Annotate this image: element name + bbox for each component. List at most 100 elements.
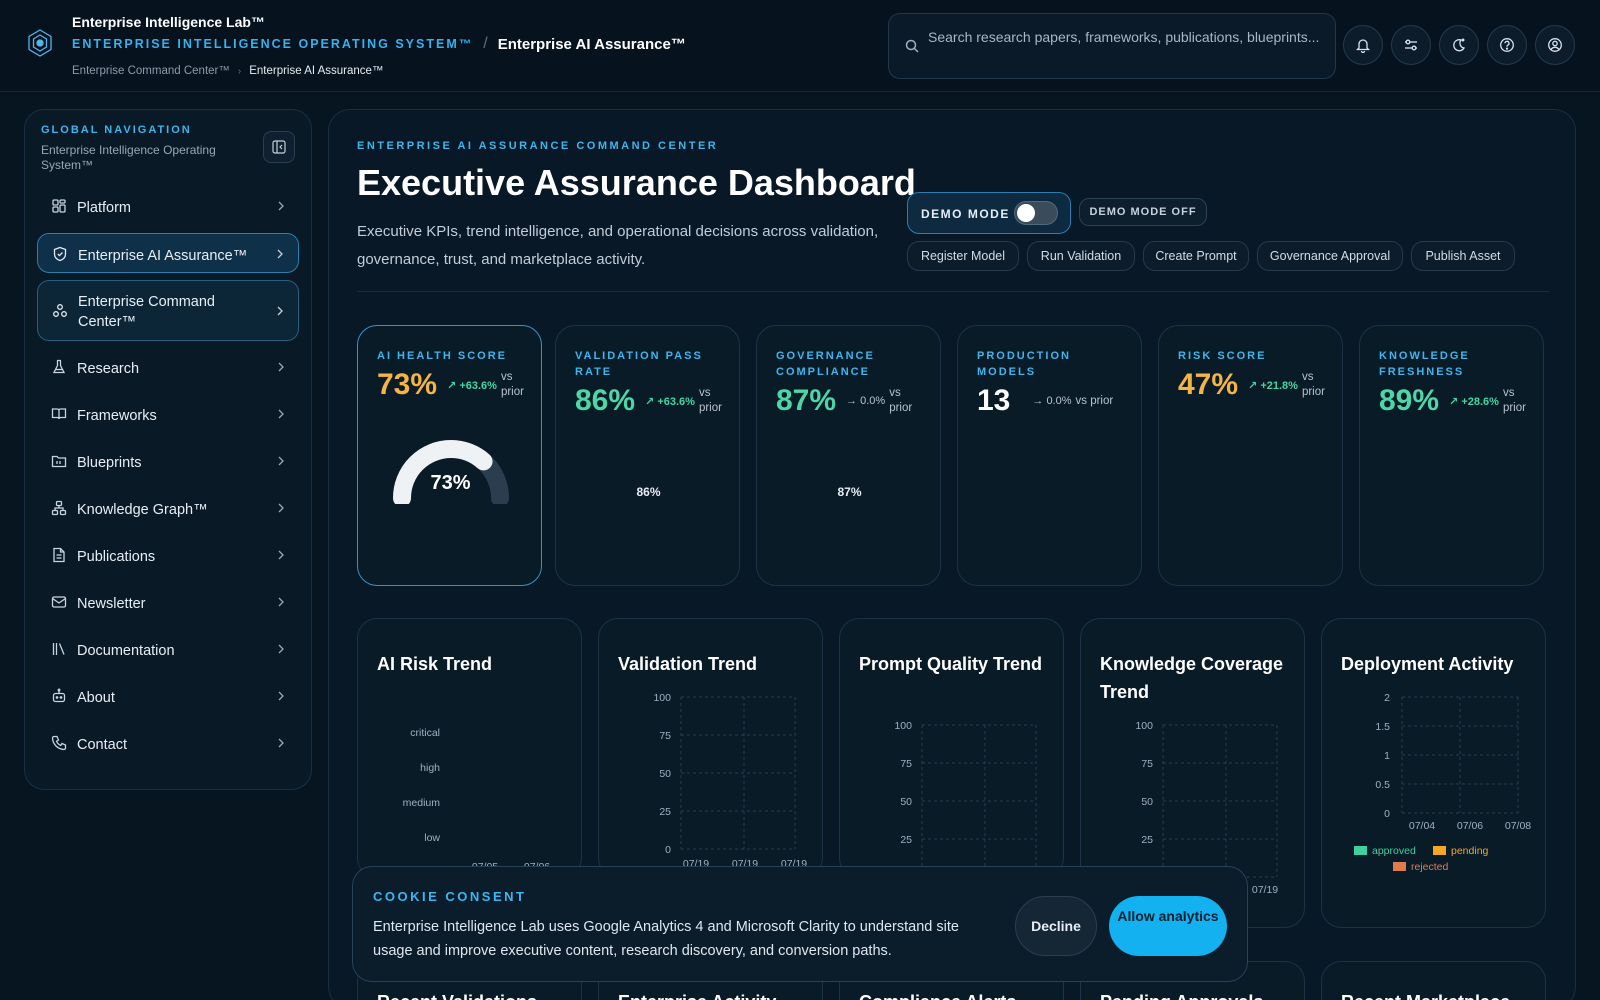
- kpi-card-production-models[interactable]: PRODUCTION MODELS 13 → 0.0% vs prior: [957, 325, 1142, 586]
- sidebar-item-publications[interactable]: Publications: [37, 535, 299, 575]
- prompt-quality-trend-chart: 100 75 50 25: [894, 720, 1037, 879]
- chart-grid: [680, 696, 796, 850]
- y-tick-label: critical: [410, 727, 440, 739]
- chart-title: Deployment Activity: [1341, 654, 1514, 674]
- kpi-label: PRODUCTION MODELS: [977, 350, 1071, 378]
- chevron-right-icon: [278, 550, 284, 560]
- chart-card-validation-trend: Validation Trend 100 75 50 25 0 07/19 07…: [598, 618, 823, 878]
- sidebar-item-label: Newsletter: [77, 596, 146, 612]
- kpi-value-row: 13 → 0.0% vs prior: [977, 384, 1166, 418]
- sidebar-item-enterprise-command-center[interactable]: Enterprise Command Center™: [37, 280, 299, 341]
- sidebar-item-knowledge-graph[interactable]: Knowledge Graph™: [37, 488, 299, 528]
- chart-title: Prompt Quality Trend: [859, 654, 1043, 674]
- chart-card-ai-risk-trend: AI Risk Trend critical high medium low 0…: [357, 618, 582, 878]
- sidebar-item-documentation[interactable]: Documentation: [37, 629, 299, 669]
- kpi-label: KNOWLEDGE FRESHNESS: [1379, 350, 1470, 378]
- brand-name[interactable]: Enterprise Intelligence Lab™: [72, 14, 265, 30]
- ai-risk-trend-chart: critical high medium low 07/05 07/06: [403, 727, 551, 869]
- chevron-right-icon: ›: [237, 65, 242, 77]
- kpi-card-validation-pass-rate[interactable]: VALIDATION PASS RATE 86% ↗ +63.6% vs pri…: [555, 325, 740, 586]
- os-name[interactable]: ENTERPRISE INTELLIGENCE OPERATING SYSTEM…: [72, 37, 474, 51]
- publish-asset-button[interactable]: Publish Asset: [1411, 241, 1515, 271]
- collapse-sidebar-button[interactable]: [263, 131, 295, 163]
- document-icon: [53, 547, 65, 563]
- kpi-card-ai-health-score[interactable]: AI HEALTH SCORE 73% ↗ +63.6% vs prior 73…: [357, 325, 542, 586]
- chevron-right-icon: [278, 503, 284, 513]
- sidebar-item-label: Contact: [77, 737, 127, 753]
- card-recent-marketplace: Recent Marketplace: [1321, 961, 1546, 1000]
- switch-knob: [1017, 204, 1035, 222]
- page-title: Executive Assurance Dashboard: [357, 162, 916, 203]
- card-title: Pending Approvals: [1100, 992, 1263, 1000]
- sidebar-subtitle: Enterprise Intelligence Operating System…: [41, 143, 216, 172]
- kpi-delta-value: +63.6%: [459, 379, 497, 392]
- legend-label: approved: [1372, 845, 1416, 857]
- y-tick-label: 0.5: [1375, 779, 1390, 791]
- kpi-label: GOVERNANCE COMPLIANCE: [776, 350, 875, 378]
- y-tick-label: 25: [659, 806, 671, 818]
- kpi-value-row: 47% ↗ +21.8% vs prior: [1178, 368, 1332, 402]
- kpi-comparison: vs prior: [698, 387, 722, 414]
- sidebar-item-research[interactable]: Research: [37, 347, 299, 387]
- y-tick-label: 2: [1384, 692, 1390, 704]
- graph-icon: [51, 500, 67, 516]
- sidebar-title: GLOBAL NAVIGATION: [41, 124, 192, 136]
- sidebar-item-enterprise-ai-assurance[interactable]: Enterprise AI Assurance™: [37, 233, 299, 273]
- chart-card-deployment-activity: Deployment Activity 2 1.5 1 0.5 0 07/04 …: [1321, 618, 1546, 928]
- kpi-delta: ↗ +63.6%: [447, 379, 497, 392]
- search-input[interactable]: Search research papers, frameworks, publ…: [928, 29, 1320, 45]
- sidebar-item-label: Frameworks: [77, 408, 157, 424]
- sidebar-item-about[interactable]: About: [37, 676, 299, 716]
- library-icon: [52, 643, 65, 655]
- search-box[interactable]: Search research papers, frameworks, publ…: [888, 13, 1336, 79]
- y-tick-label: 0: [665, 844, 671, 856]
- decline-button[interactable]: Decline: [1015, 896, 1097, 956]
- sidebar-item-label: Publications: [77, 549, 156, 565]
- sidebar-item-frameworks[interactable]: Frameworks: [37, 394, 299, 434]
- shield-icon: [53, 246, 67, 262]
- create-prompt-button[interactable]: Create Prompt: [1143, 241, 1249, 271]
- run-validation-button[interactable]: Run Validation: [1027, 241, 1135, 271]
- sidebar-item-contact[interactable]: Contact: [37, 723, 299, 763]
- breadcrumb-item-command-center[interactable]: Enterprise Command Center™: [72, 65, 230, 77]
- current-page-title: Enterprise AI Assurance™: [497, 35, 686, 53]
- chevron-right-icon: [278, 691, 284, 701]
- account-button[interactable]: [1535, 25, 1575, 65]
- settings-button[interactable]: [1391, 25, 1431, 65]
- demo-mode-switch[interactable]: [1014, 201, 1058, 225]
- kpi-delta-value: +21.8%: [1260, 379, 1298, 392]
- demo-mode-toggle[interactable]: DEMO MODE: [907, 192, 1071, 234]
- sidebar-item-platform[interactable]: Platform: [37, 186, 299, 226]
- top-bar: Enterprise Intelligence Lab™ ENTERPRISE …: [0, 0, 1600, 92]
- notifications-button[interactable]: [1343, 25, 1383, 65]
- kpi-value-row: 73% ↗ +63.6% vs prior: [377, 368, 531, 402]
- account-icon: [1548, 38, 1562, 52]
- sidebar-item-label: Documentation: [77, 643, 175, 659]
- theme-toggle-button[interactable]: [1439, 25, 1479, 65]
- deployment-activity-chart: 2 1.5 1 0.5 0 07/04 07/06 07/08 approved…: [1354, 692, 1531, 873]
- dashboard-kicker: ENTERPRISE AI ASSURANCE COMMAND CENTER: [357, 140, 719, 152]
- kpi-card-governance-compliance[interactable]: GOVERNANCE COMPLIANCE 87% → 0.0% vs prio…: [756, 325, 941, 586]
- kpi-card-knowledge-freshness[interactable]: KNOWLEDGE FRESHNESS 89% ↗ +28.6% vs prio…: [1359, 325, 1544, 586]
- bot-icon: [52, 688, 66, 703]
- cookie-consent-title: COOKIE CONSENT: [373, 889, 527, 904]
- y-tick-label: 75: [1141, 758, 1153, 770]
- validation-trend-chart: 100 75 50 25 0 07/19 07/19 07/19: [653, 692, 807, 870]
- kpi-value: 73%: [377, 368, 438, 401]
- x-tick-label: 07/08: [1505, 820, 1531, 832]
- y-tick-label: 25: [900, 834, 912, 846]
- logo-icon[interactable]: [25, 28, 55, 58]
- kpi-value: 47%: [1178, 368, 1239, 401]
- help-button[interactable]: [1487, 25, 1527, 65]
- allow-analytics-button[interactable]: Allow analytics: [1109, 896, 1227, 956]
- legend-swatch-pending: [1433, 846, 1446, 855]
- y-tick-label: 25: [1141, 834, 1153, 846]
- kpi-card-risk-score[interactable]: RISK SCORE 47% ↗ +21.8% vs prior: [1158, 325, 1343, 586]
- register-model-button[interactable]: Register Model: [907, 241, 1019, 271]
- kpi-comparison: vs prior: [889, 387, 913, 414]
- governance-approval-button[interactable]: Governance Approval: [1257, 241, 1403, 271]
- sidebar-item-blueprints[interactable]: Blueprints: [37, 441, 299, 481]
- sliders-icon: [1405, 39, 1417, 51]
- sidebar-item-newsletter[interactable]: Newsletter: [37, 582, 299, 622]
- gauge-fill: [393, 440, 509, 504]
